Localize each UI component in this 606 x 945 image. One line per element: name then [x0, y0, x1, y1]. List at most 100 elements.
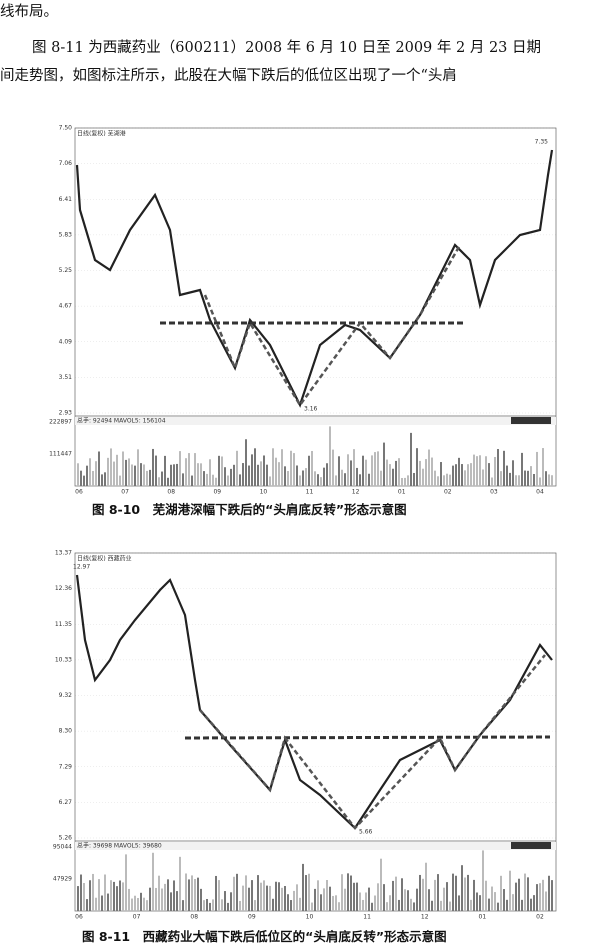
volume-bar: [284, 886, 286, 911]
price-line: [75, 149, 554, 408]
volume-bar: [245, 875, 247, 911]
volume-bar: [335, 895, 337, 911]
volume-bar: [527, 470, 529, 486]
chart-header: 日线(复权) 芜湖港: [77, 130, 126, 138]
volume-bar: [509, 472, 511, 486]
volume-bar: [518, 475, 520, 486]
volume-bar: [218, 880, 220, 911]
volume-bar: [260, 461, 262, 486]
volume-bar: [425, 862, 427, 911]
volume-bar: [320, 477, 322, 486]
volume-bar: [476, 456, 478, 486]
y-tick-label: 3.51: [59, 374, 73, 381]
volume-bar: [359, 474, 361, 486]
volume-bar: [329, 426, 331, 486]
volume-header: 总手: 92494 MAVOL5: 156104: [77, 417, 166, 425]
volume-bar: [386, 902, 388, 911]
volume-bar: [140, 892, 142, 911]
volume-bar: [470, 899, 472, 911]
volume-bar: [491, 886, 493, 911]
volume-tick-label: 47929: [53, 876, 72, 883]
volume-bar: [374, 452, 376, 486]
high-label: 12.97: [73, 564, 90, 571]
volume-bar: [281, 887, 283, 911]
volume-bar: [161, 888, 163, 911]
volume-bar: [389, 464, 391, 486]
volume-bar: [506, 465, 508, 486]
volume-bar: [332, 895, 334, 911]
x-tick-label: 11: [306, 489, 314, 496]
volume-bar: [344, 473, 346, 486]
volume-bar: [143, 897, 145, 911]
volume-bar: [134, 895, 136, 911]
volume-bar: [77, 463, 79, 486]
y-tick-label: 5.26: [59, 835, 73, 842]
volume-bar: [455, 464, 457, 486]
volume-bar: [293, 890, 295, 911]
volume-bar: [200, 888, 202, 911]
volume-bar: [188, 879, 190, 911]
volume-bar: [350, 875, 352, 911]
volume-bar: [542, 879, 544, 911]
volume-bar: [290, 900, 292, 911]
volume-bar: [107, 893, 109, 911]
volume-bar: [464, 470, 466, 486]
volume-bar: [491, 477, 493, 486]
volume-bar: [131, 898, 133, 911]
x-tick-label: 01: [479, 914, 487, 921]
volume-bar: [125, 459, 127, 486]
y-tick-label: 4.67: [59, 303, 73, 310]
volume-bar: [209, 902, 211, 911]
volume-bar: [239, 474, 241, 486]
volume-bar: [278, 882, 280, 911]
x-tick-label: 09: [213, 489, 221, 496]
x-tick-label: 10: [260, 489, 268, 496]
x-tick-label: 02: [444, 489, 452, 496]
volume-bar: [197, 877, 199, 911]
volume-bar: [113, 461, 115, 486]
volume-bar: [116, 454, 118, 486]
volume-bar: [275, 881, 277, 911]
volume-bar: [329, 886, 331, 911]
volume-bar: [200, 463, 202, 486]
volume-bar: [533, 473, 535, 486]
volume-tick-label: 95044: [53, 844, 72, 851]
volume-bar: [452, 465, 454, 486]
volume-bar: [413, 902, 415, 911]
volume-bar: [419, 460, 421, 486]
volume-bar: [287, 471, 289, 486]
volume-bar: [257, 464, 259, 486]
low-label: 5.66: [359, 829, 373, 836]
volume-bar: [461, 865, 463, 911]
volume-header-bg: [75, 842, 556, 850]
volume-tag: [511, 842, 551, 849]
y-tick-label: 4.09: [59, 338, 73, 345]
volume-bar: [125, 854, 127, 911]
volume-bar: [371, 455, 373, 486]
volume-bar: [473, 879, 475, 911]
volume-bar: [155, 455, 157, 486]
volume-bar: [500, 471, 502, 486]
volume-bar: [374, 895, 376, 911]
volume-bar: [221, 899, 223, 911]
volume-bar: [476, 892, 478, 911]
volume-bar: [77, 886, 79, 911]
volume-bar: [470, 463, 472, 486]
volume-bar: [494, 456, 496, 486]
high-label: 7.35: [535, 139, 549, 146]
volume-bar: [317, 474, 319, 486]
volume-bar: [296, 884, 298, 911]
volume-bar: [389, 895, 391, 911]
volume-bar: [203, 900, 205, 911]
figure: 日线(复权) 西藏药业 13.37 12.36 11.35 10.33 9.32 8.30 7…: [53, 550, 557, 921]
volume-bar: [299, 475, 301, 486]
volume-bar: [473, 454, 475, 486]
y-tick-label: 12.36: [55, 585, 72, 592]
volume-bar: [482, 850, 484, 911]
volume-bar: [158, 875, 160, 911]
volume-bar: [326, 879, 328, 911]
chart-header: 日线(复权) 西藏药业: [77, 555, 132, 563]
volume-bar: [425, 459, 427, 486]
volume-bar: [137, 897, 139, 911]
price-line: [75, 574, 553, 830]
